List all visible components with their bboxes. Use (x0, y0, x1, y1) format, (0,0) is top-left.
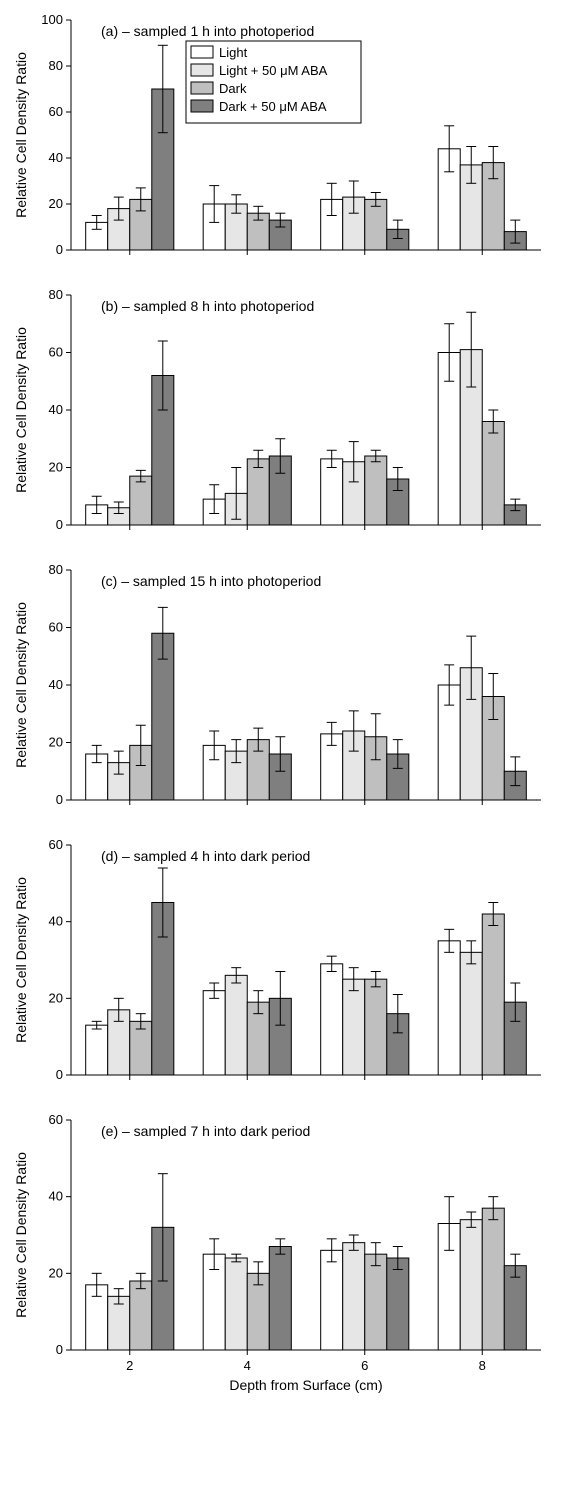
bar (129, 1281, 151, 1350)
bar (269, 1247, 291, 1351)
bar (342, 1243, 364, 1350)
bar (203, 991, 225, 1075)
y-tick-label: 0 (55, 517, 62, 532)
bar (320, 1250, 342, 1350)
y-tick-label: 0 (55, 792, 62, 807)
y-tick-label: 80 (48, 562, 62, 577)
x-tick-label: 2 (126, 1358, 133, 1373)
legend-label: Light (219, 45, 248, 60)
bar (364, 979, 386, 1075)
panel-title: (d) – sampled 4 h into dark period (101, 848, 310, 864)
y-tick-label: 40 (48, 677, 62, 692)
bar (438, 941, 460, 1075)
legend-swatch (191, 46, 213, 58)
y-tick-label: 40 (48, 150, 62, 165)
y-tick-label: 20 (48, 1265, 62, 1280)
bar (386, 1258, 408, 1350)
y-tick-label: 40 (48, 914, 62, 929)
bar (320, 459, 342, 525)
y-tick-label: 80 (48, 287, 62, 302)
y-tick-label: 60 (48, 837, 62, 852)
bar (225, 975, 247, 1075)
y-axis-label: Relative Cell Density Ratio (13, 1152, 29, 1318)
y-axis-label: Relative Cell Density Ratio (13, 877, 29, 1043)
panel-wrapper-d: 0 20 40 60 Relative Cell Density Ratio (d) – … (11, 835, 551, 1105)
y-tick-label: 60 (48, 1112, 62, 1127)
panel-e: 0 20 40 60 Relative Cell Density Ratio 2 4 6 8 (e… (11, 1110, 551, 1420)
legend-swatch (191, 82, 213, 94)
bar (342, 979, 364, 1075)
y-tick-label: 20 (48, 735, 62, 750)
y-tick-label: 60 (48, 345, 62, 360)
bar (85, 1025, 107, 1075)
legend-label: Dark (219, 81, 247, 96)
panel-d: 0 20 40 60 Relative Cell Density Ratio (d) – … (11, 835, 551, 1105)
y-tick-label: 0 (55, 1342, 62, 1357)
y-tick-label: 20 (48, 460, 62, 475)
panel-title: (b) – sampled 8 h into photoperiod (101, 298, 314, 314)
panel-title: (a) – sampled 1 h into photoperiod (101, 23, 314, 39)
x-tick-label: 6 (361, 1358, 368, 1373)
panel-wrapper-a: 0 20 40 60 80 100 Relative Cell Density Ratio (… (11, 10, 551, 280)
bar (460, 952, 482, 1075)
panel-a: 0 20 40 60 80 100 Relative Cell Density Ratio (… (11, 10, 551, 280)
panel-title: (c) – sampled 15 h into photoperiod (101, 573, 321, 589)
bar (482, 914, 504, 1075)
panel-wrapper-e: 0 20 40 60 Relative Cell Density Ratio 2 4 6 8 (e… (11, 1110, 551, 1420)
panel-wrapper-b: 0 20 40 60 80 Relative Cell Density Ratio (b) … (11, 285, 551, 555)
panel-b: 0 20 40 60 80 Relative Cell Density Ratio (b) … (11, 285, 551, 555)
y-axis-label: Relative Cell Density Ratio (13, 327, 29, 493)
bar (482, 1208, 504, 1350)
y-tick-label: 60 (48, 620, 62, 635)
panel-c: 0 20 40 60 80 Relative Cell Density Ratio (c) … (11, 560, 551, 830)
bar (129, 476, 151, 525)
y-tick-label: 20 (48, 990, 62, 1005)
panel-wrapper-c: 0 20 40 60 80 Relative Cell Density Ratio (c) … (11, 560, 551, 830)
y-tick-label: 40 (48, 1189, 62, 1204)
y-tick-label: 60 (48, 104, 62, 119)
y-tick-label: 0 (55, 1067, 62, 1082)
legend-swatch (191, 64, 213, 76)
y-tick-label: 100 (41, 12, 63, 27)
bar (460, 1220, 482, 1350)
bar (364, 456, 386, 525)
bar (364, 199, 386, 250)
figure-container: 020406080100Relative Cell Density Ratio(… (11, 10, 551, 1420)
y-tick-label: 0 (55, 242, 62, 257)
x-axis-label: Depth from Surface (cm) (229, 1377, 382, 1393)
bar (225, 1258, 247, 1350)
bar (320, 964, 342, 1075)
bar (482, 422, 504, 526)
bar (247, 459, 269, 525)
x-tick-label: 4 (243, 1358, 250, 1373)
y-tick-label: 20 (48, 196, 62, 211)
panel-title: (e) – sampled 7 h into dark period (101, 1123, 310, 1139)
legend-label: Dark + 50 μM ABA (219, 99, 327, 114)
y-tick-label: 80 (48, 58, 62, 73)
bar (504, 1266, 526, 1350)
y-tick-label: 40 (48, 402, 62, 417)
y-axis-label: Relative Cell Density Ratio (13, 602, 29, 768)
y-axis-label: Relative Cell Density Ratio (13, 52, 29, 218)
legend-label: Light + 50 μM ABA (219, 63, 328, 78)
x-tick-label: 8 (478, 1358, 485, 1373)
legend-swatch (191, 100, 213, 112)
bar (364, 1254, 386, 1350)
